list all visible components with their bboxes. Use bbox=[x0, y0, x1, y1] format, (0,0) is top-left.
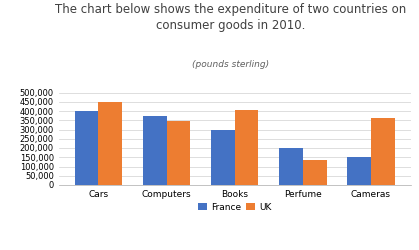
Bar bbox=[279, 148, 303, 185]
Bar bbox=[75, 111, 98, 185]
Bar bbox=[303, 160, 326, 185]
Bar bbox=[143, 116, 167, 185]
Bar bbox=[167, 121, 190, 185]
Text: (pounds sterling): (pounds sterling) bbox=[192, 60, 269, 69]
Bar bbox=[347, 157, 371, 185]
Bar bbox=[371, 118, 395, 185]
Bar bbox=[211, 130, 235, 185]
Bar bbox=[235, 110, 259, 185]
Bar bbox=[98, 102, 122, 185]
Legend: France, UK: France, UK bbox=[194, 200, 275, 216]
Text: The chart below shows the expenditure of two countries on
consumer goods in 2010: The chart below shows the expenditure of… bbox=[55, 2, 406, 32]
